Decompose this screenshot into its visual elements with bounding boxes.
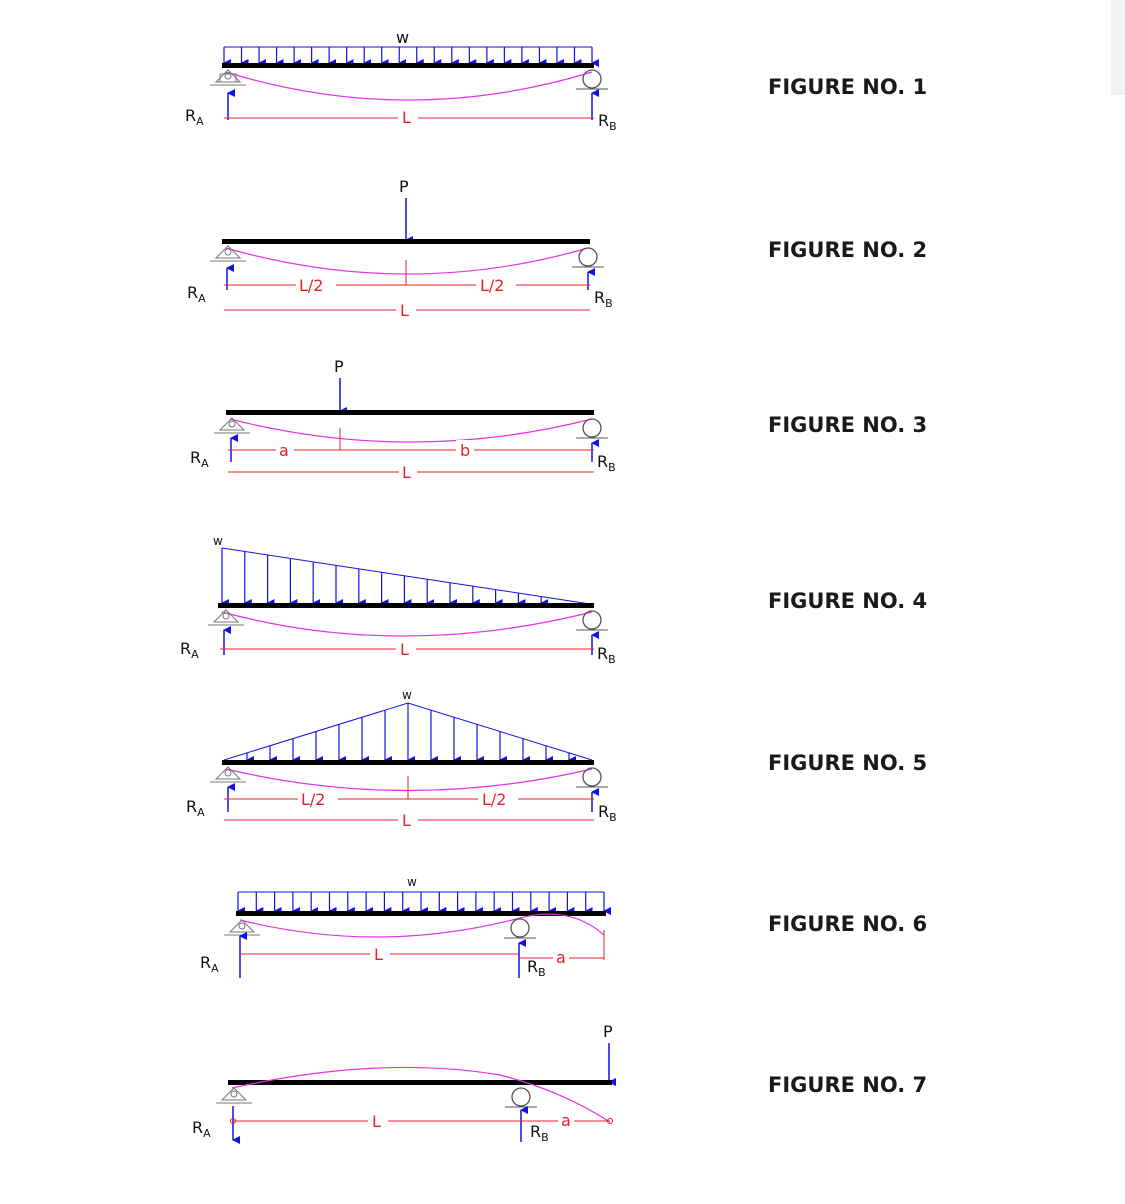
figure-3: P a b L RA RB FIGURE NO. 3 — [190, 357, 927, 482]
beam — [226, 410, 594, 415]
deflection-curve — [229, 418, 593, 443]
figure-title: FIGURE NO. 1 — [768, 75, 927, 99]
span-label: L — [402, 811, 411, 830]
beam — [236, 911, 606, 916]
distributed-load-triangular — [221, 548, 549, 607]
deflection-curve — [225, 768, 593, 792]
load-label: w — [396, 28, 409, 47]
span-label: L — [402, 463, 411, 482]
half-span-right-label: L/2 — [482, 790, 506, 809]
segment-b-label: b — [460, 441, 470, 460]
span-label: L — [374, 945, 383, 964]
reaction-a-label: RA — [190, 448, 209, 470]
roller-support-b — [572, 247, 604, 268]
reaction-b-label: RB — [598, 802, 617, 824]
pin-support-a — [214, 417, 250, 434]
figure-6: w L a RA RB FIGURE NO. 6 — [200, 875, 927, 979]
span-label: L — [372, 1112, 381, 1131]
deflection-curve — [221, 611, 593, 637]
scrollbar[interactable] — [1111, 0, 1125, 95]
roller-support-b — [576, 610, 608, 631]
distributed-load-uniform — [237, 891, 611, 915]
distributed-load-triangular — [246, 703, 576, 764]
roller-support-b — [576, 418, 608, 439]
half-span-left-label: L/2 — [301, 790, 325, 809]
pin-support-a — [216, 1087, 252, 1104]
deflection-curve — [239, 913, 605, 938]
figure-4: w L RA RB FIGURE NO. 4 — [180, 534, 927, 666]
roller-support-b — [576, 69, 608, 90]
beam — [218, 603, 594, 608]
beam — [228, 1080, 612, 1085]
figure-1: w L RA RB FIGURE NO. 1 — [185, 28, 927, 133]
roller-support-b — [505, 1087, 537, 1108]
reaction-a-label: RA — [185, 106, 204, 128]
overhang-label: a — [561, 1111, 571, 1130]
roller-support-b — [576, 767, 608, 788]
half-span-right-label: L/2 — [480, 276, 504, 295]
load-label: w — [402, 688, 412, 702]
load-label: P — [334, 357, 344, 376]
beam — [222, 239, 590, 244]
reaction-a-label: RA — [186, 797, 205, 819]
reaction-a-label: RA — [187, 283, 206, 305]
figure-title: FIGURE NO. 3 — [768, 413, 927, 437]
distributed-load-uniform — [223, 46, 599, 67]
reaction-b-label: RB — [598, 111, 617, 133]
deflection-curve — [225, 71, 593, 101]
reaction-b-label: RB — [594, 288, 613, 310]
load-envelope — [221, 547, 591, 605]
reaction-b-label: RB — [597, 452, 616, 474]
figure-title: FIGURE NO. 5 — [768, 751, 927, 775]
pin-support-a — [210, 245, 246, 262]
figure-2: P L/2 L/2 L RA RB FIGURE NO. 2 — [187, 177, 927, 320]
figure-5: w L/2 L/2 L RA RB FIGURE NO. 5 — [186, 688, 927, 832]
pin-support-a — [208, 609, 244, 626]
pin-support-a — [224, 919, 260, 936]
figure-title: FIGURE NO. 7 — [768, 1073, 927, 1097]
figure-title: FIGURE NO. 4 — [768, 589, 927, 613]
span-label: L — [402, 108, 411, 127]
load-label: w — [407, 875, 417, 889]
reaction-a-label: RA — [192, 1118, 211, 1140]
beam — [222, 63, 594, 68]
load-label: P — [603, 1022, 613, 1041]
figure-title: FIGURE NO. 2 — [768, 238, 927, 262]
reaction-b-label: RB — [530, 1122, 549, 1144]
reaction-a-label: RA — [200, 953, 219, 975]
span-label: L — [400, 640, 409, 659]
overhang-label: a — [556, 948, 566, 967]
half-span-left-label: L/2 — [299, 276, 323, 295]
pin-support-a — [210, 766, 246, 783]
roller-support-b — [504, 918, 536, 939]
reaction-b-label: RB — [527, 957, 546, 979]
load-label: P — [399, 177, 409, 196]
span-label: L — [400, 301, 409, 320]
load-label: w — [213, 534, 223, 548]
pin-support-a — [210, 69, 246, 86]
reaction-b-label: RB — [597, 644, 616, 666]
figure-7: P L a RA RB FIGURE NO. 7 — [192, 1022, 927, 1144]
reaction-a-label: RA — [180, 639, 199, 661]
deflection-curve — [231, 1066, 611, 1123]
beam — [222, 760, 594, 765]
figure-title: FIGURE NO. 6 — [768, 912, 927, 936]
segment-a-label: a — [279, 441, 289, 460]
deflection-curve — [225, 247, 589, 275]
